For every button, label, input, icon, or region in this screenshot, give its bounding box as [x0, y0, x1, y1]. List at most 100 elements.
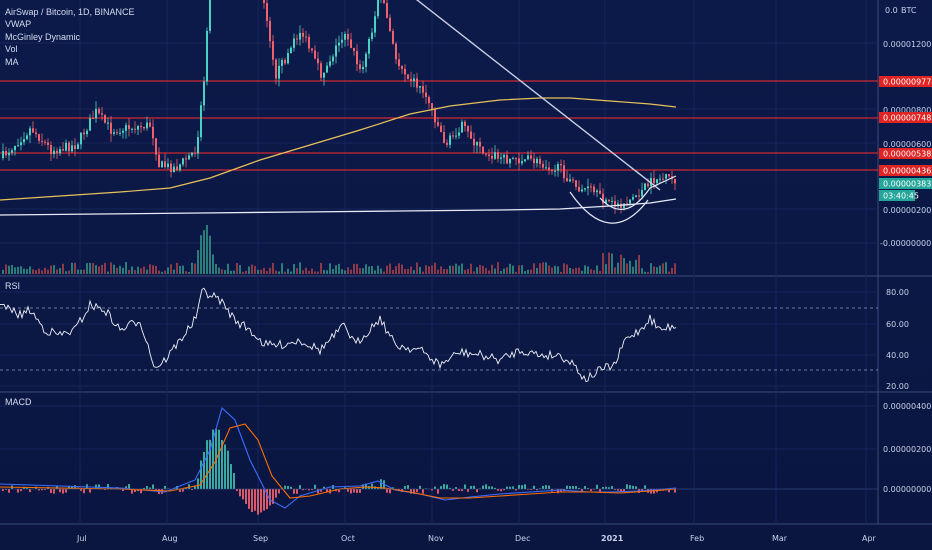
macd-histogram-bar: [41, 489, 43, 491]
macd-histogram-bar: [179, 489, 181, 492]
candle: [635, 195, 637, 198]
indicator-mcginley[interactable]: McGinley Dynamic: [5, 31, 81, 42]
candle: [584, 188, 586, 190]
candle: [608, 199, 610, 202]
volume-bar: [314, 271, 316, 274]
macd-histogram-bar: [167, 488, 169, 489]
candle: [632, 197, 634, 200]
volume-bar: [473, 271, 475, 274]
macd-histogram-bar: [323, 486, 325, 489]
volume-bar: [137, 266, 139, 274]
volume-bar: [404, 269, 406, 274]
macd-histogram-bar: [602, 487, 604, 489]
rsi-pane-label[interactable]: RSI: [5, 281, 21, 291]
volume-bar: [104, 262, 106, 274]
macd-histogram-bar: [668, 489, 670, 493]
candle: [188, 155, 190, 160]
volume-bar: [671, 267, 673, 274]
volume-bar: [131, 266, 133, 274]
volume-bar: [389, 263, 391, 274]
candle: [278, 65, 280, 79]
macd-histogram-bar: [545, 485, 547, 489]
candle: [179, 164, 181, 171]
candle: [95, 108, 97, 119]
macd-histogram-bar: [515, 489, 517, 491]
volume-bar: [542, 262, 544, 274]
volume-bar: [20, 266, 22, 274]
volume-bar: [419, 266, 421, 274]
macd-histogram-bar: [434, 486, 436, 489]
resistance-tag-748: 0.00000748: [879, 112, 932, 123]
volume-bar: [56, 269, 58, 274]
candle: [500, 157, 502, 159]
candle: [101, 113, 103, 115]
volume-bar: [86, 263, 88, 274]
macd-histogram-bar: [338, 489, 340, 493]
last-price-tag: 0.00000383: [879, 178, 932, 189]
candle: [506, 154, 508, 164]
candle: [140, 126, 142, 128]
macd-histogram-bar: [500, 489, 502, 492]
volume-bar: [431, 265, 433, 274]
macd-histogram-bar: [458, 489, 460, 491]
macd-histogram-bar: [455, 487, 457, 489]
volume-bar: [245, 270, 247, 274]
candle: [377, 0, 379, 17]
macd-histogram-bar: [605, 486, 607, 489]
macd-histogram-bar: [635, 486, 637, 489]
macd-histogram-bar: [494, 487, 496, 489]
candle: [146, 122, 148, 129]
candle: [440, 125, 442, 132]
macd-histogram-bar: [236, 489, 238, 492]
candle: [71, 145, 73, 152]
time-label-nov: Nov: [428, 534, 444, 543]
macd-histogram-bar: [62, 489, 64, 494]
macd-histogram-bar: [521, 485, 523, 489]
macd-histogram-bar: [266, 489, 268, 510]
candle: [554, 170, 556, 172]
macd-histogram-bar: [623, 489, 625, 492]
indicator-vol[interactable]: Vol: [5, 44, 18, 55]
candle: [389, 17, 391, 32]
indicator-ma[interactable]: MA: [5, 56, 19, 67]
macd-histogram-bar: [347, 489, 349, 492]
volume-bar: [506, 267, 508, 274]
candle: [647, 183, 649, 187]
candle: [125, 125, 127, 131]
volume-bar: [674, 263, 676, 274]
macd-histogram-bar: [98, 484, 100, 489]
macd-histogram-bar: [629, 485, 631, 489]
volume-bar: [71, 262, 73, 274]
indicator-vwap[interactable]: VWAP: [5, 19, 32, 30]
candle: [470, 131, 472, 139]
volume-bar: [263, 267, 265, 274]
candle: [458, 132, 460, 136]
macd-histogram-bar: [386, 489, 388, 493]
macd-histogram-bar: [581, 489, 583, 493]
macd-histogram-bar: [257, 489, 259, 515]
volume-bar: [260, 269, 262, 274]
candle: [407, 74, 409, 79]
macd-histogram-bar: [248, 489, 250, 509]
candle: [524, 159, 526, 162]
macd-histogram-bar: [599, 489, 601, 493]
volume-bar: [29, 266, 31, 274]
volume-bar: [554, 265, 556, 274]
vwap-line: [0, 198, 677, 216]
macd-histogram-bar: [182, 489, 184, 492]
candle: [68, 142, 70, 152]
cup-drawing-inner: [599, 175, 677, 210]
candle: [281, 59, 283, 66]
candle: [107, 122, 109, 124]
macd-histogram-bar: [83, 489, 85, 494]
volume-bar: [113, 264, 115, 274]
volume-bar: [551, 267, 553, 274]
candle: [200, 105, 202, 138]
volume-bar: [254, 265, 256, 274]
macd-histogram-bar: [440, 486, 442, 489]
macd-pane-label[interactable]: MACD: [5, 397, 32, 407]
macd-histogram-bar: [245, 489, 247, 504]
symbol-title[interactable]: AirSwap / Bitcoin, 1D, BINANCE: [5, 7, 135, 17]
candle: [575, 180, 577, 187]
